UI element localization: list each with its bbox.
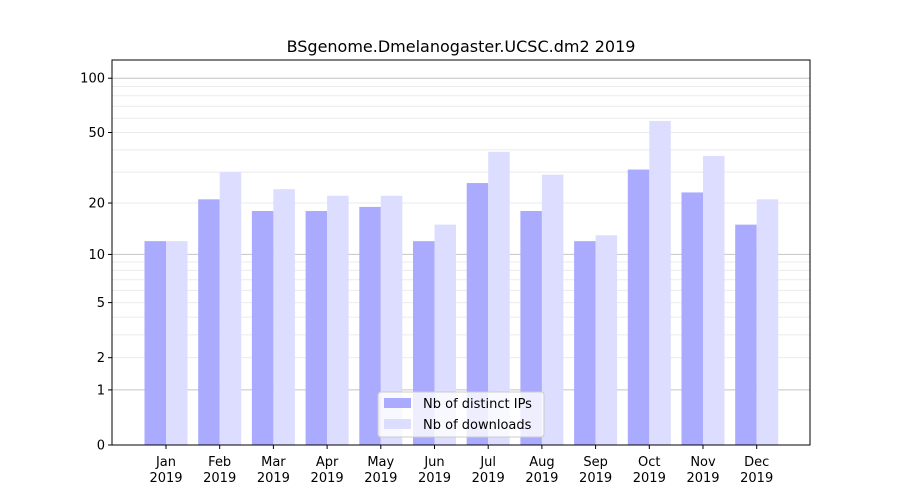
bar-distinct-ips (681, 192, 703, 445)
plot-frame (111, 59, 811, 446)
bar-downloads (703, 155, 725, 445)
legend-label: Nb of distinct IPs (423, 397, 532, 412)
bar-distinct-ips (466, 183, 489, 445)
bar-distinct-ips (735, 224, 757, 445)
bar-distinct-ips (305, 210, 328, 445)
bar-downloads (595, 235, 618, 445)
y-tick-label: 2 (97, 351, 105, 366)
x-tick-label: Jun 2019 (418, 455, 451, 486)
bar-downloads (488, 151, 510, 445)
bar-downloads (273, 189, 295, 445)
legend-box (377, 391, 545, 438)
x-tick-label: Oct 2019 (633, 455, 666, 486)
legend-swatch (384, 398, 411, 408)
y-tick-label: 1 (97, 383, 105, 398)
x-tick-label: Sep 2019 (579, 455, 612, 486)
legend-label: Nb of downloads (423, 418, 532, 433)
bar-downloads (219, 172, 242, 445)
bar-distinct-ips (574, 241, 596, 445)
x-tick-label: Aug 2019 (525, 455, 558, 486)
y-tick-label: 5 (97, 296, 105, 311)
x-tick-label: Jul 2019 (472, 455, 505, 486)
x-tick-label: Mar 2019 (257, 455, 290, 486)
bar-downloads (166, 241, 188, 445)
bar-downloads (327, 195, 349, 445)
legend: Nb of distinct IPs Nb of downloads (377, 391, 545, 438)
bar-distinct-ips (198, 199, 220, 445)
bar-downloads (380, 195, 403, 445)
y-tick-label: 0 (97, 439, 105, 454)
y-tick-label: 100 (80, 72, 105, 87)
bar-distinct-ips (251, 210, 274, 445)
x-tick-label: Nov 2019 (686, 455, 719, 486)
bar-distinct-ips (144, 241, 166, 445)
bar-distinct-ips (520, 210, 542, 445)
chart-title: BSgenome.Dmelanogaster.UCSC.dm2 2019 (287, 37, 636, 56)
legend-swatch (384, 419, 411, 429)
bar-downloads (434, 224, 456, 445)
x-tick-label: Jan 2019 (149, 455, 182, 486)
x-tick-label: Dec 2019 (740, 455, 773, 486)
x-tick-label: Apr 2019 (311, 455, 344, 486)
y-tick-label: 10 (88, 248, 105, 263)
y-tick-label: 50 (88, 126, 105, 141)
bar-downloads (649, 120, 671, 445)
y-tick-label: 20 (88, 197, 105, 212)
bar-distinct-ips (627, 169, 650, 445)
bar-distinct-ips (359, 206, 381, 445)
bar-downloads (756, 199, 779, 445)
x-tick-label: May 2019 (364, 455, 397, 486)
bar-downloads (541, 174, 564, 445)
x-tick-label: Feb 2019 (203, 455, 236, 486)
